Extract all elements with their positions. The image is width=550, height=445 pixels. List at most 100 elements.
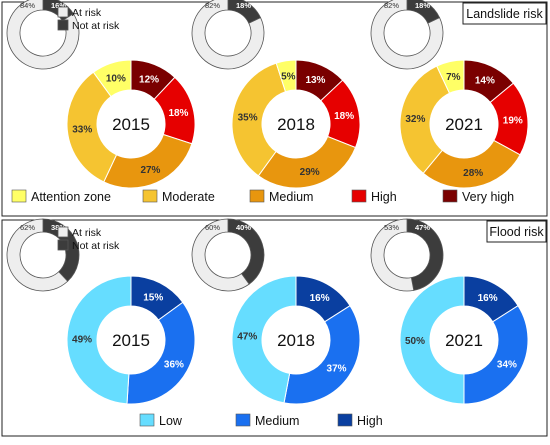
risk-donut: 60% 40% [191,218,265,292]
category-legend-swatch [351,189,367,203]
slice-data-label: 32% [405,114,425,125]
slice-data-label: 18% [168,108,188,119]
donut-year-label: 2021 [445,115,483,134]
category-legend-label: Medium [269,190,313,204]
donut-year-label: 2021 [445,331,483,350]
risk-legend-label: At risk [72,7,102,19]
not-at-risk-percent-label: 18% [415,1,430,10]
not-at-risk-percent-label: 47% [415,223,430,232]
slice-data-label: 15% [143,292,163,303]
category-legend-swatch [249,189,265,203]
slice-data-label: 10% [106,73,126,84]
slice-data-label: 16% [478,293,498,304]
category-legend-swatch [11,189,27,203]
main-donut: 15% 36% 49% 2015 [66,275,196,405]
donut-slice [283,305,361,405]
at-risk-percent-label: 60% [205,223,220,232]
slice-data-label: 47% [237,331,257,342]
slice-data-label: 50% [405,336,425,347]
slice-data-label: 27% [140,165,160,176]
category-legend-label: High [371,190,397,204]
at-risk-slice [370,0,444,70]
at-risk-percent-label: 62% [20,223,35,232]
slice-data-label: 13% [305,75,325,86]
risk-legend-swatch [57,19,69,31]
risk-donut: 82% 18% [370,0,444,70]
category-legend-swatch [139,413,155,427]
slice-data-label: 5% [281,72,296,83]
category-legend-label: Medium [255,414,299,428]
donut-slice [103,133,193,189]
donut-year-label: 2018 [277,331,315,350]
main-donut: 16% 34% 50% 2021 [399,275,529,405]
category-legend-label: Moderate [162,190,215,204]
main-donut: 16% 37% 47% 2018 [231,275,361,405]
donut-year-label: 2015 [112,331,150,350]
panel-title: Flood risk [489,225,544,239]
at-risk-percent-label: 82% [205,1,220,10]
risk-legend-label: Not at risk [72,20,120,32]
panel-border [1,219,548,437]
risk-legend-label: Not at risk [72,240,120,252]
slice-data-label: 18% [334,111,354,122]
donut-slice [463,305,529,405]
category-legend-label: Low [159,414,183,428]
slice-data-label: 37% [327,364,347,375]
category-legend-swatch [235,413,251,427]
slice-data-label: 28% [463,168,483,179]
slice-data-label: 35% [238,112,258,123]
main-donut: 12% 18% 27% 33% 10% 2015 [66,59,196,189]
donut-year-label: 2015 [112,115,150,134]
at-risk-percent-label: 82% [384,1,399,10]
donut-slice [66,275,132,405]
donut-slice [92,59,132,98]
main-donut: 14% 19% 28% 32% 7% 2021 [399,59,529,189]
donut-slice [231,62,287,177]
category-legend-swatch [442,189,458,203]
donut-slice [66,71,118,183]
donut-slice [231,275,297,404]
donut-slice [275,59,297,93]
slice-data-label: 49% [72,334,92,345]
donut-slice [436,59,465,94]
donut-year-label: 2018 [277,115,315,134]
slice-data-label: 12% [139,74,159,85]
risk-donut: 53% 47% [370,218,444,292]
donut-slice [257,135,357,189]
slice-data-label: 36% [164,360,184,371]
panel-border [1,1,548,217]
slice-data-label: 19% [503,115,523,126]
risk-legend-label: At risk [72,227,102,239]
panel-title: Landslide risk [466,7,543,21]
not-at-risk-percent-label: 18% [236,1,251,10]
slice-data-label: 33% [72,125,92,136]
slice-data-label: 29% [300,167,320,178]
category-legend-label: Attention zone [31,190,111,204]
risk-donut: 82% 18% [191,0,265,70]
main-donut: 13% 18% 29% 35% 5% 2018 [231,59,361,189]
at-risk-percent-label: 84% [20,1,35,10]
not-at-risk-percent-label: 16% [51,1,66,10]
at-risk-slice [6,218,69,292]
risk-legend-swatch [57,6,69,18]
at-risk-slice [191,218,250,292]
risk-legend-swatch [57,226,69,238]
at-risk-slice [370,218,415,292]
donut-slice [399,65,451,175]
donut-slice [126,301,196,405]
category-legend-swatch [142,189,158,203]
at-risk-slice [6,0,80,70]
not-at-risk-slice [406,218,444,291]
donut-slice [399,275,465,405]
not-at-risk-percent-label: 40% [236,223,251,232]
category-legend-label: Very high [462,190,514,204]
panel-title-box [486,220,547,243]
category-legend-swatch [337,413,353,427]
landslide-risk-panel: Landslide risk 84% 16% 82% 18% 82% 18% At riskN… [1,0,548,217]
slice-data-label: 16% [310,293,330,304]
slice-data-label: 7% [446,72,461,83]
at-risk-slice [191,0,265,70]
at-risk-percent-label: 53% [384,223,399,232]
